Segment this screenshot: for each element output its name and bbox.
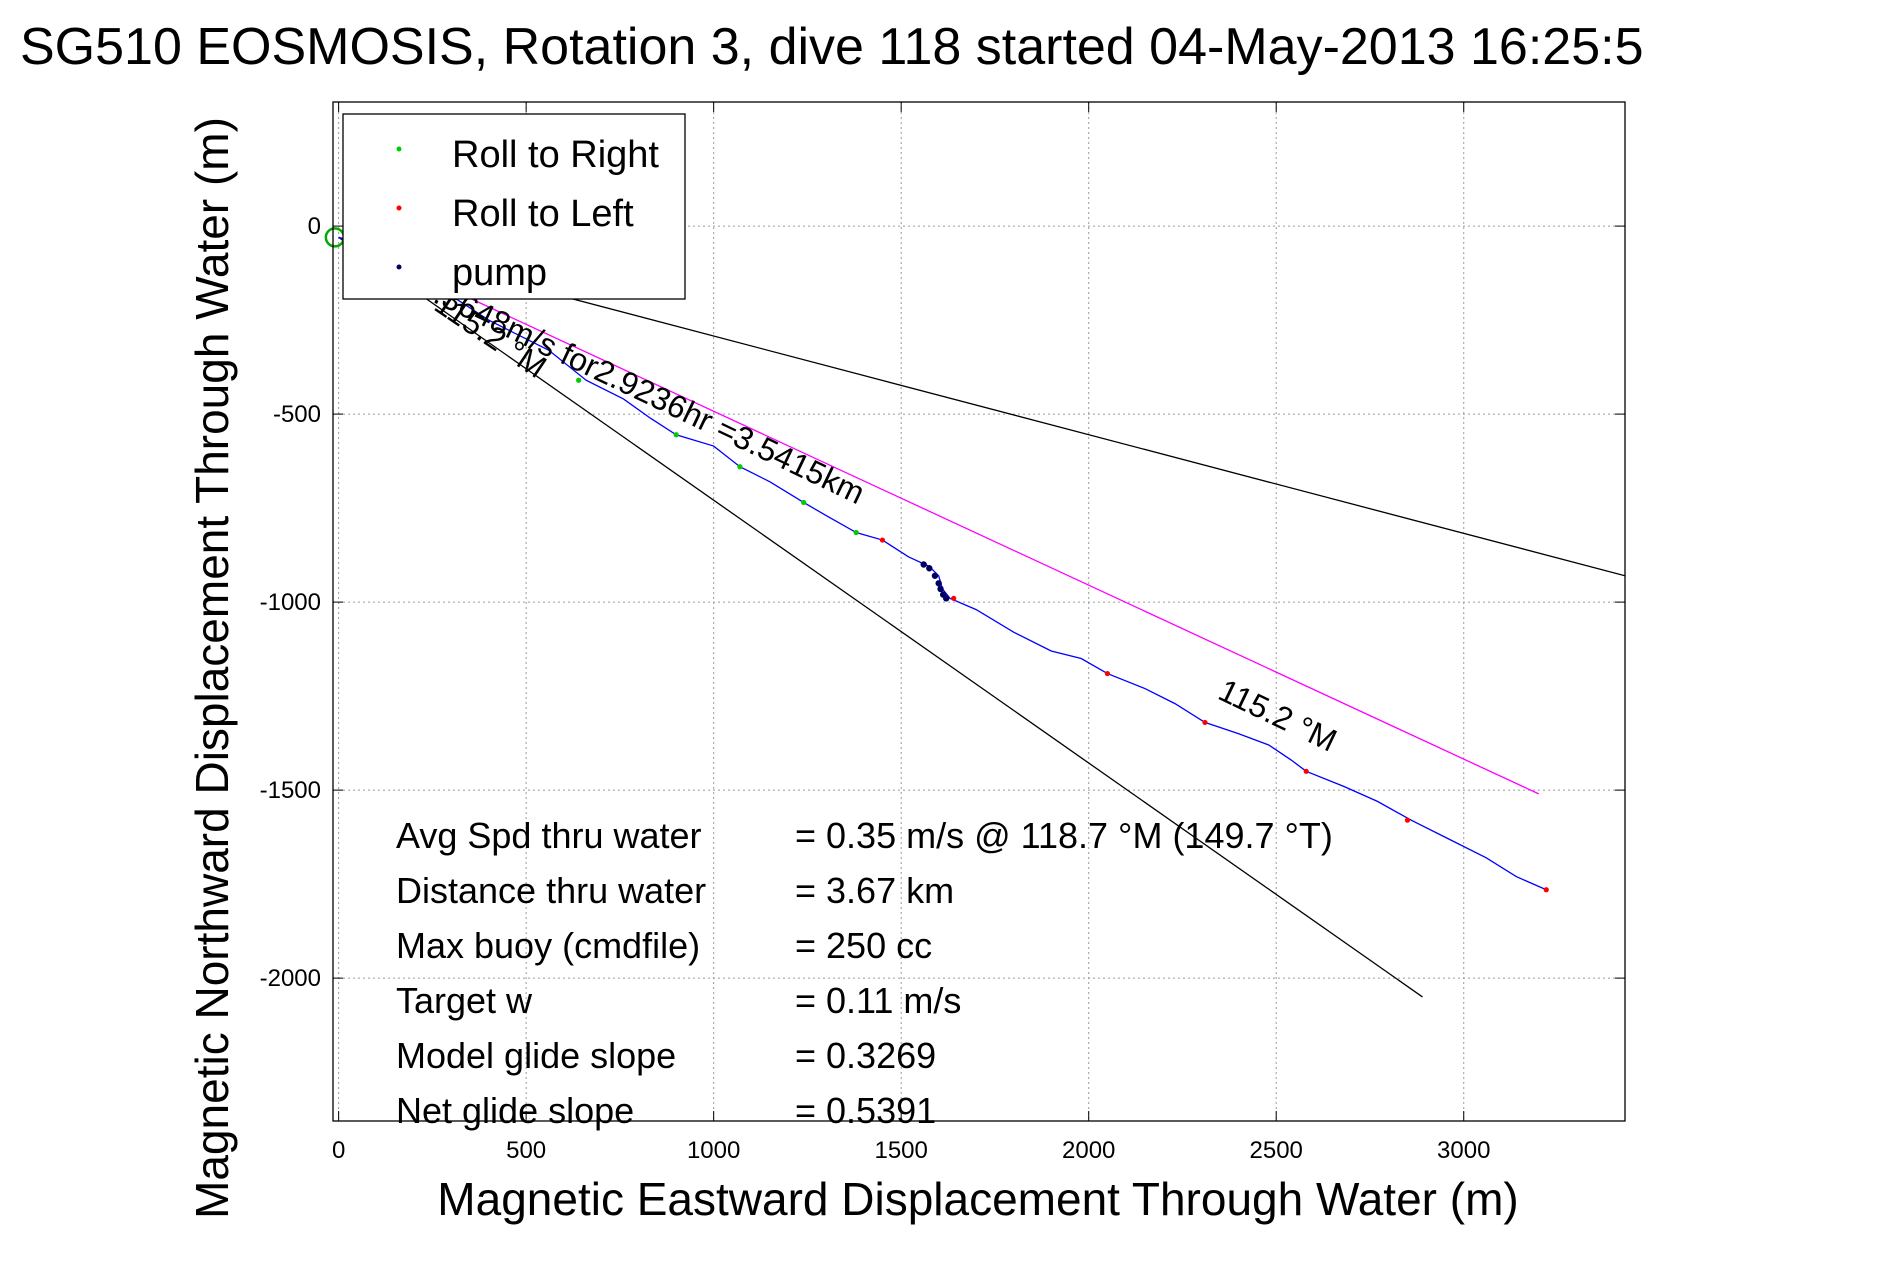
x-tick-label: 2000 [1062, 1137, 1115, 1164]
grid-lines [333, 102, 1625, 1121]
x-tick-label: 500 [506, 1137, 546, 1164]
pump-marker [937, 585, 944, 593]
pump-marker [926, 565, 933, 572]
y-tick-label: -500 [273, 401, 321, 428]
y-tick-label: -1000 [260, 589, 321, 616]
roll-left-marker [951, 595, 957, 601]
roll-left-marker [1303, 768, 1309, 774]
y-tick-label: 0 [308, 213, 321, 240]
roll-left-marker [1104, 670, 1111, 677]
track-layer [338, 236, 1547, 891]
roll-right-marker [853, 529, 859, 536]
roll-right-marker [673, 432, 679, 438]
x-tick-label: 3000 [1437, 1137, 1490, 1164]
legend-label: pump [452, 252, 547, 294]
annotation-heading-right: 115.2 °M [1213, 672, 1342, 759]
x-tick-label: 0 [332, 1137, 345, 1164]
roll-left-marker [879, 537, 886, 543]
x-tick-label: 1500 [874, 1137, 927, 1164]
stat-label: Net glide slope [396, 1090, 634, 1131]
stat-label: Model glide slope [396, 1035, 676, 1076]
roll-left-marker [1543, 887, 1549, 893]
x-tick-label: 1000 [687, 1137, 740, 1164]
pump-marker [935, 580, 942, 587]
y-tick-label: -1500 [260, 777, 321, 804]
stat-label: Max buoy (cmdfile) [396, 925, 700, 966]
reference-line [338, 236, 1540, 795]
pump-marker [920, 561, 927, 568]
marker-layer [324, 227, 1549, 893]
y-axis-label: Magnetic Northward Displacement Through … [186, 117, 238, 1219]
stat-value: = 0.3269 [795, 1035, 936, 1076]
y-tick-label: -2000 [260, 965, 321, 992]
plot-frame [332, 101, 1626, 1122]
stat-value: = 250 cc [795, 925, 932, 966]
legend-marker [396, 146, 402, 152]
track-line [338, 236, 1547, 891]
stat-label: Avg Spd thru water [396, 815, 702, 856]
chart-title: SG510 EOSMOSIS, Rotation 3, dive 118 sta… [20, 18, 1644, 76]
legend-label: Roll to Right [452, 134, 659, 176]
legend-marker [396, 205, 402, 211]
roll-right-marker [737, 464, 743, 470]
pump-marker [942, 595, 950, 602]
roll-right-marker [801, 499, 807, 506]
axis-ticks: 0 500 1000 1500 2000 2500 3000 0 -500 -1000 -1500 -… [260, 102, 1625, 1164]
stats-block: Avg Spd thru water = 0.35 m/s @ 118.7 °M … [396, 815, 1333, 1131]
legend-marker [396, 264, 402, 270]
roll-right-marker [576, 377, 582, 383]
stat-label: Target w [396, 980, 533, 1021]
pump-marker [931, 572, 939, 579]
annotation-vector: 0.3648m/s for2.9236hr =3.5415km [412, 268, 870, 511]
stat-value: = 0.5391 [795, 1090, 936, 1131]
stat-value: = 0.35 m/s @ 118.7 °M (149.7 °T) [795, 815, 1333, 856]
x-axis-label: Magnetic Eastward Displacement Through W… [437, 1173, 1518, 1225]
legend: Roll to Right Roll to Left pump [342, 113, 686, 300]
stat-label: Distance thru water [396, 870, 706, 911]
stat-value: = 0.11 m/s [795, 980, 961, 1021]
legend-label: Roll to Left [452, 193, 634, 235]
roll-left-marker [1404, 817, 1411, 823]
stat-value: = 3.67 km [795, 870, 954, 911]
roll-left-marker [1202, 719, 1208, 726]
x-tick-label: 2500 [1250, 1137, 1303, 1164]
reference-line [338, 236, 1423, 998]
